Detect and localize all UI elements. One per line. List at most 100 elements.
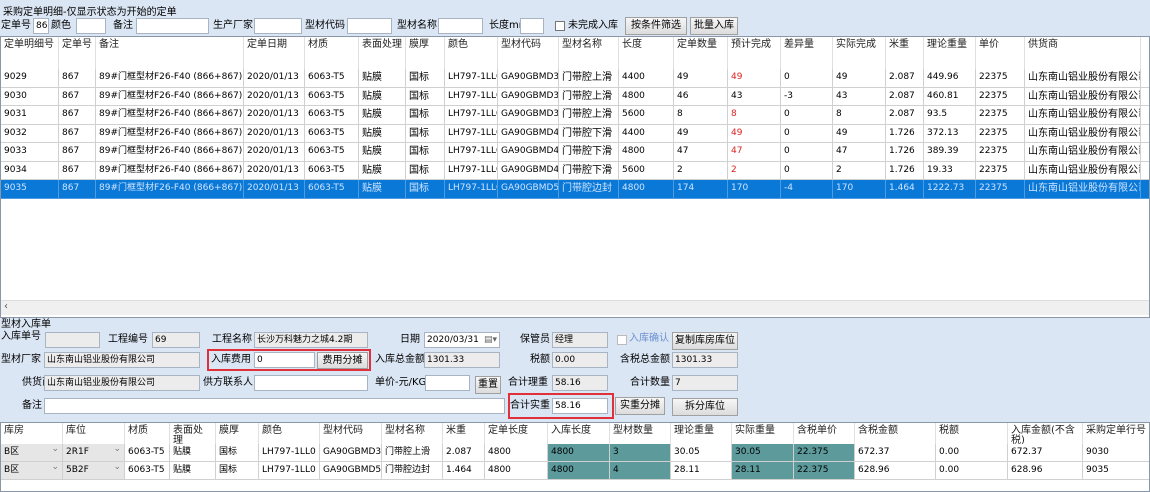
table-cell[interactable]: 49: [728, 69, 781, 88]
name-input[interactable]: [438, 18, 483, 34]
table-cell[interactable]: 0: [781, 143, 833, 162]
table-cell[interactable]: 4800: [619, 143, 674, 162]
table-cell[interactable]: GA90GBMD3: [320, 444, 382, 462]
table-cell[interactable]: 22375: [976, 106, 1025, 125]
project-no-input[interactable]: 69: [152, 332, 200, 348]
table-cell[interactable]: 2: [674, 161, 728, 180]
column-header[interactable]: 表面处理: [359, 37, 406, 69]
table-cell[interactable]: 4800: [548, 462, 610, 480]
table-cell[interactable]: 门带腔边封: [559, 180, 619, 199]
table-cell[interactable]: 1.726: [886, 161, 924, 180]
table-cell[interactable]: LH797-1LL0: [445, 106, 498, 125]
batch-import-button[interactable]: 批量入库: [690, 17, 738, 35]
table-cell[interactable]: 867: [59, 143, 96, 162]
tax-input[interactable]: 0.00: [552, 352, 608, 368]
dropdown-chevron-icon[interactable]: ⌄: [113, 462, 121, 472]
theory-weight-input[interactable]: 58.16: [552, 375, 608, 391]
table-cell[interactable]: 22.375: [794, 444, 855, 462]
table-cell[interactable]: 8: [674, 106, 728, 125]
maker-input[interactable]: 山东南山铝业股份有限公司: [44, 352, 200, 368]
table-cell[interactable]: 49: [674, 124, 728, 143]
table-cell[interactable]: 2020/01/13: [244, 143, 305, 162]
total-with-tax-input[interactable]: 1301.33: [672, 352, 738, 368]
table-cell[interactable]: 6063-T5: [305, 161, 359, 180]
table-cell[interactable]: 9031: [1, 106, 59, 125]
table-cell[interactable]: 国标: [406, 180, 445, 199]
table-cell[interactable]: LH797-1LL0: [445, 124, 498, 143]
table-cell[interactable]: 22375: [976, 143, 1025, 162]
table-cell[interactable]: 2020/01/13: [244, 124, 305, 143]
confirm-checkbox[interactable]: [617, 335, 627, 345]
table-cell[interactable]: 8: [833, 106, 886, 125]
keeper-input[interactable]: 经理: [552, 332, 608, 348]
table-row[interactable]: 9034 867 89#门框型材F26-F40 (866+867) 2020/01/1…: [1, 161, 1149, 180]
table-cell[interactable]: GA90GBMD3: [498, 106, 559, 125]
table-cell[interactable]: 2020/01/13: [244, 106, 305, 125]
table-cell[interactable]: 46: [674, 87, 728, 106]
table-cell[interactable]: 170: [728, 180, 781, 199]
table-cell[interactable]: 贴膜: [359, 161, 406, 180]
column-header[interactable]: 理论重量: [671, 423, 732, 444]
table-cell[interactable]: 3: [610, 444, 671, 462]
horizontal-scrollbar[interactable]: ‹: [1, 300, 1149, 315]
table-cell[interactable]: LH797-1LL0: [259, 444, 320, 462]
column-header[interactable]: 材质: [125, 423, 170, 444]
table-cell[interactable]: 贴膜: [359, 69, 406, 88]
table-cell[interactable]: 2020/01/13: [244, 69, 305, 88]
split-location-button[interactable]: 拆分库位: [672, 398, 738, 416]
column-header[interactable]: 供货商: [1025, 37, 1141, 69]
table-cell[interactable]: 5B2F ⌄: [63, 462, 125, 480]
table-cell[interactable]: 47: [728, 143, 781, 162]
table-cell[interactable]: 门带腔下滑: [559, 143, 619, 162]
supplier-input[interactable]: 山东南山铝业股份有限公司: [44, 375, 200, 391]
column-header[interactable]: 米重: [886, 37, 924, 69]
column-header[interactable]: 颜色: [259, 423, 320, 444]
column-header[interactable]: 实际完成: [833, 37, 886, 69]
column-header[interactable]: 表面处理: [170, 423, 216, 444]
scroll-left-icon[interactable]: ‹: [4, 301, 8, 312]
table-cell[interactable]: 山东南山铝业股份有限公司: [1025, 161, 1141, 180]
table-cell[interactable]: 门带腔上滑: [559, 87, 619, 106]
table-cell[interactable]: 2: [833, 161, 886, 180]
table-cell[interactable]: 174: [674, 180, 728, 199]
table-cell[interactable]: [1141, 88, 1149, 106]
table-cell[interactable]: 89#门框型材F26-F40 (866+867): [96, 180, 244, 199]
column-header[interactable]: 入库长度: [548, 423, 610, 444]
column-header[interactable]: 颜色: [445, 37, 498, 69]
column-header[interactable]: 型材代码: [498, 37, 559, 69]
table-cell[interactable]: 6063-T5: [125, 462, 170, 480]
code-input[interactable]: [347, 18, 392, 34]
table-cell[interactable]: 2020/01/13: [244, 161, 305, 180]
column-header[interactable]: 库房: [1, 423, 63, 444]
length-input[interactable]: [520, 18, 544, 34]
color-input[interactable]: [76, 18, 106, 34]
table-cell[interactable]: 2: [728, 161, 781, 180]
table-cell[interactable]: 2020/01/13: [244, 87, 305, 106]
column-header[interactable]: 入库金额(不含税): [1008, 423, 1083, 444]
remark-input[interactable]: [44, 398, 505, 414]
total-amount-input[interactable]: 1301.33: [424, 352, 500, 368]
contact-input[interactable]: [254, 375, 368, 391]
table-cell[interactable]: 6063-T5: [305, 180, 359, 199]
remark-input[interactable]: [136, 18, 209, 34]
table-cell[interactable]: 0: [781, 69, 833, 88]
table-row[interactable]: 9030 867 89#门框型材F26-F40 (866+867) 2020/01/1…: [1, 87, 1149, 106]
table-cell[interactable]: 22375: [976, 69, 1025, 88]
table-cell[interactable]: 贴膜: [359, 143, 406, 162]
column-header[interactable]: 采购定单行号: [1083, 423, 1149, 444]
table-cell[interactable]: 30.05: [732, 444, 794, 462]
table-cell[interactable]: 372.13: [924, 124, 976, 143]
table-cell[interactable]: 山东南山铝业股份有限公司: [1025, 180, 1141, 199]
table-cell[interactable]: B区 ⌄: [1, 462, 63, 480]
table-cell[interactable]: 4800: [619, 180, 674, 199]
table-cell[interactable]: 2.087: [886, 87, 924, 106]
table-cell[interactable]: 867: [59, 124, 96, 143]
table-cell[interactable]: 672.37: [1008, 444, 1083, 462]
table-cell[interactable]: 门带腔下滑: [559, 161, 619, 180]
unfinished-checkbox[interactable]: [555, 21, 565, 31]
table-cell[interactable]: 1.464: [886, 180, 924, 199]
table-cell[interactable]: 89#门框型材F26-F40 (866+867): [96, 69, 244, 88]
table-cell[interactable]: 43: [833, 87, 886, 106]
table-cell[interactable]: GA90GBMD3: [498, 69, 559, 88]
table-cell[interactable]: 国标: [406, 69, 445, 88]
